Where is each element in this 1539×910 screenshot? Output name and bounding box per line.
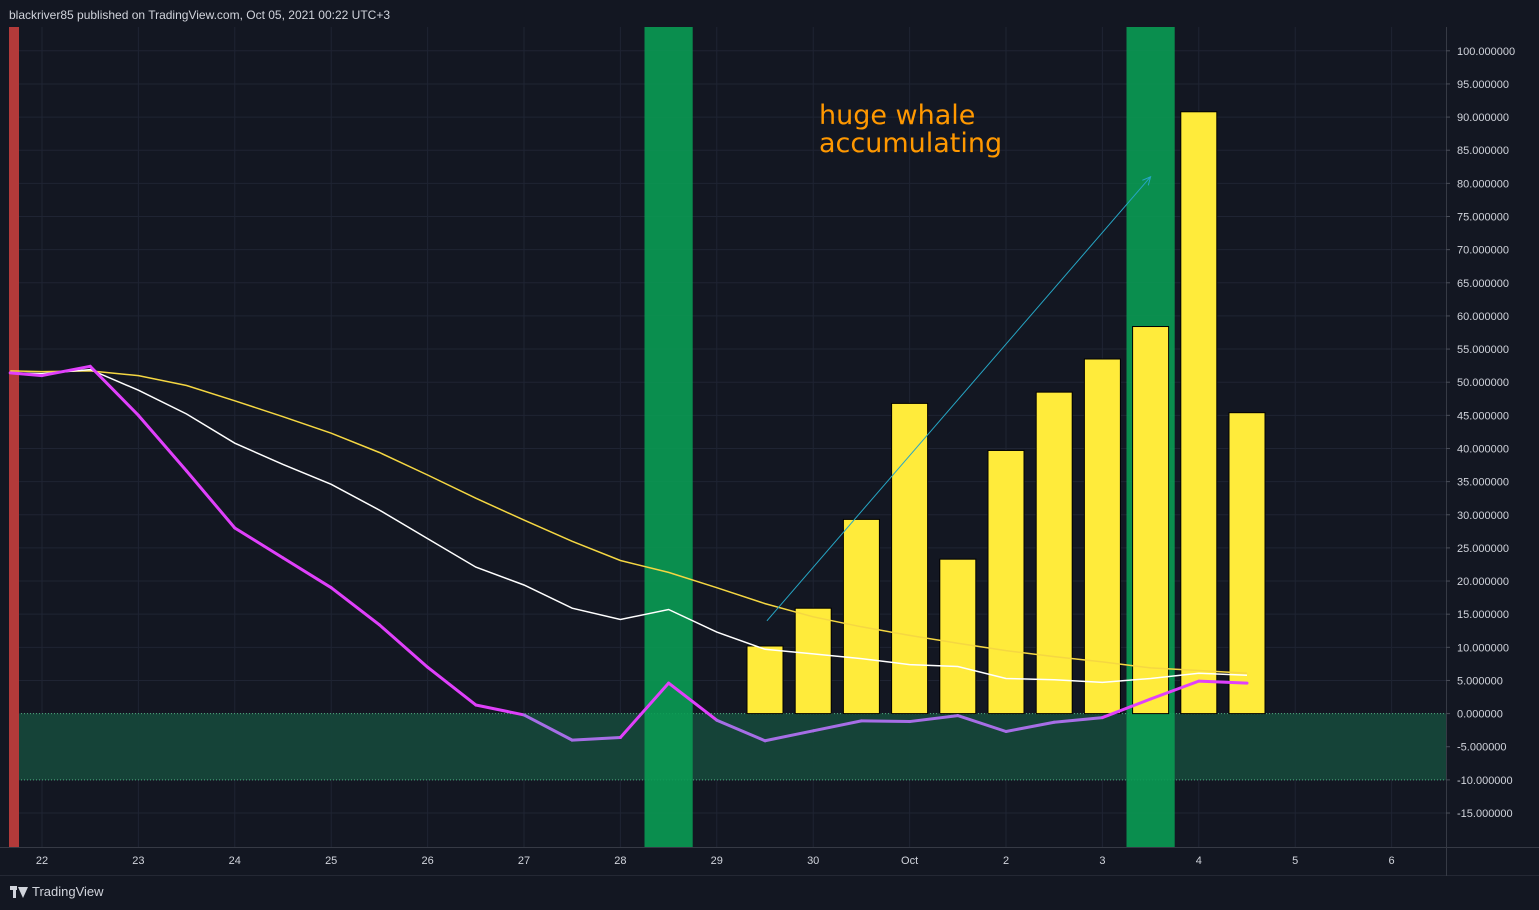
series-line-white [10,368,1248,684]
series-line-oscillator-segment [8,371,44,378]
y-tick-label: 35.000000 [1457,477,1509,489]
series-line-oscillator-segment [1004,720,1056,733]
x-tick-label: 29 [711,855,723,867]
series-line-oscillator-segment [1052,716,1104,724]
trend-arrow-line [766,176,1151,622]
y-tick-label: 85.000000 [1457,145,1509,157]
y-tick-label: 30.000000 [1457,510,1509,522]
series-line-oscillator-segment [956,714,1008,733]
series-line-oscillator-segment [570,735,622,742]
series-line-oscillator-segment [859,719,912,724]
y-tick-label: 75.000000 [1457,212,1509,224]
y-tick-label: -15.000000 [1457,808,1513,820]
y-tick-label: 100.000000 [1457,46,1515,58]
series-line-oscillator-segment [40,364,92,378]
series-line-oscillator-segment [233,526,285,560]
series-line-yellow [10,370,1248,674]
annotation-text: huge whale [819,100,975,131]
series-line-oscillator-segment [474,703,526,717]
y-tick-label: 70.000000 [1457,245,1509,257]
tradingview-logo-icon [10,885,28,899]
y-tick-label: 65.000000 [1457,278,1509,290]
y-tick-label: 40.000000 [1457,443,1509,455]
series-line-oscillator-segment [426,665,478,707]
volume-bar [891,402,929,715]
series-line-oscillator-segment [763,729,815,743]
series-line-oscillator-segment [1100,697,1153,720]
publisher-text: blackriver85 published on TradingView.co… [9,8,390,22]
volume-bar [1035,391,1073,715]
volume-bar [987,449,1025,715]
x-tick-label: 5 [1292,855,1298,867]
y-tick-label: 0.000000 [1457,709,1503,721]
volume-bar [1180,111,1218,715]
x-tick-label: Oct [901,855,918,867]
volume-bars [746,111,1266,715]
x-tick-label: 23 [132,855,144,867]
series-line-oscillator-segment [281,556,333,590]
footer-brand: TradingView [32,884,104,899]
volume-bar [1228,412,1266,715]
series-line-oscillator-segment [618,681,671,739]
series-line-oscillator-segment [185,469,237,530]
y-tick-label: 95.000000 [1457,79,1509,91]
series-line-oscillator-segment [908,714,960,724]
series-line-oscillator-segment [667,681,719,722]
annotation-text: accumulating [819,128,1002,159]
volume-bar [1132,326,1170,715]
series-line-oscillator-segment [136,413,189,473]
y-tick-label: 90.000000 [1457,112,1509,124]
y-tick-label: 50.000000 [1457,377,1509,389]
trend-arrow-head [1142,175,1152,186]
tradingview-logo[interactable]: TradingView [10,884,104,899]
volume-bar [939,558,977,715]
x-tick-label: 26 [421,855,433,867]
y-tick-label: 25.000000 [1457,543,1509,555]
x-tick-label: 4 [1196,855,1202,867]
series-line-oscillator-segment [715,718,767,743]
y-tick-label: 20.000000 [1457,576,1509,588]
y-tick-label: 45.000000 [1457,410,1509,422]
volume-bar [746,645,784,715]
y-tick-label: 15.000000 [1457,609,1509,621]
x-tick-label: 25 [325,855,337,867]
x-tick-label: 24 [229,855,241,867]
volume-bar [1083,358,1121,715]
left-marker-band [9,27,19,847]
y-tick-label: 10.000000 [1457,642,1509,654]
x-tick-label: 27 [518,855,530,867]
x-tick-label: 30 [807,855,819,867]
indicator-lines [8,364,1249,743]
series-line-oscillator-segment [522,713,574,742]
y-tick-label: 55.000000 [1457,344,1509,356]
y-tick-label: -5.000000 [1457,742,1507,754]
series-line-oscillator-segment [329,586,381,627]
series-line-oscillator-segment [1149,679,1201,701]
x-tick-label: 3 [1099,855,1105,867]
series-line-oscillator-segment [811,719,863,733]
volume-bar [794,607,832,715]
highlight-band [644,27,693,847]
x-tick-label: 28 [614,855,626,867]
volume-bar [842,518,880,715]
x-tick-label: 2 [1003,855,1009,867]
axes: 100.000000 95.000000 90.000000 85.000000 80.… [0,27,1539,876]
series-line-oscillator-segment [1197,679,1249,685]
x-tick-label: 6 [1389,855,1395,867]
y-tick-label: 5.000000 [1457,675,1503,687]
series-line-oscillator-segment [377,623,430,669]
footer-bar: TradingView [0,876,1539,910]
series-line-oscillator-segment [88,364,140,417]
publisher-header: blackriver85 published on TradingView.co… [0,0,1539,27]
y-tick-label: 60.000000 [1457,311,1509,323]
y-tick-label: 80.000000 [1457,178,1509,190]
y-tick-label: -10.000000 [1457,775,1513,787]
x-tick-label: 22 [36,855,48,867]
